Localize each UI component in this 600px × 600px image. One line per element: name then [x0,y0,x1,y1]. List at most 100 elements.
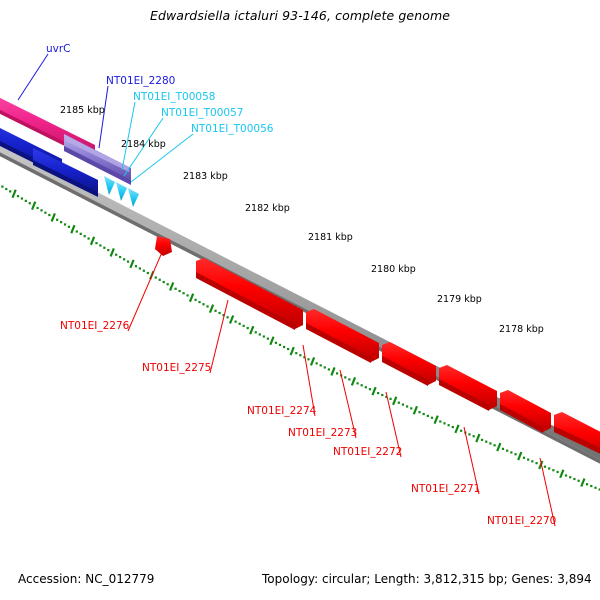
gene-nt01ei-2280[interactable] [64,134,131,185]
ruler-minor-tick [222,314,225,317]
ruler-major-tick [330,367,336,376]
ruler-minor-tick [126,260,130,263]
ruler-major-tick [454,424,460,434]
feature-label-nt01ei_2280[interactable]: NT01EI_2280 [106,75,176,87]
ruler-minor-tick [418,411,421,414]
ruler-minor-tick [397,401,400,404]
ruler-minor-tick [577,479,580,482]
ruler-minor-tick [234,320,237,323]
ruler-major-tick [11,189,17,199]
ruler-minor-tick [266,337,269,340]
ruler-minor-tick [564,474,568,477]
ruler-major-tick [109,248,115,257]
ruler-minor-tick [385,395,388,399]
ruler-tick-label: 2185 kbp [60,105,105,116]
ruler-minor-tick [287,347,290,351]
ruler-minor-tick [319,364,322,367]
ruler-major-tick [50,213,56,222]
leader-line [339,369,357,439]
ruler-minor-tick [447,424,450,427]
ruler-minor-tick [246,326,249,330]
ruler-minor-tick [178,289,181,293]
gene-nt01ei-2276 [155,236,172,256]
ruler-minor-tick [535,462,538,465]
ruler-minor-tick [95,242,98,245]
ruler-minor-tick [214,309,217,312]
ruler-major-tick [70,224,76,234]
ruler-major-tick [89,236,96,246]
gene-blue-right[interactable] [33,148,98,197]
feature-label-nt01ei_2270[interactable]: NT01EI_2270 [487,515,557,527]
feature-label-nt01ei_2271[interactable]: NT01EI_2271 [411,483,481,495]
ruler-major-tick [31,201,37,211]
ruler-minor-tick [472,435,475,438]
ruler-minor-tick [107,249,110,252]
ruler-minor-tick [401,403,405,406]
ruler-minor-tick [142,269,145,272]
ruler-minor-tick [202,303,205,306]
ruler-major-tick [517,451,523,461]
feature-label-nt01ei_t00057[interactable]: NT01EI_T00057 [161,107,244,119]
ruler-minor-tick [430,416,434,419]
ruler-minor-tick [531,460,534,463]
feature-label-nt01ei_2272[interactable]: NT01EI_2272 [333,446,403,458]
gene-nt01ei-2271 [500,390,551,432]
ruler-minor-tick [299,354,302,357]
ruler-minor-tick [381,393,384,397]
ruler-minor-tick [335,372,339,375]
ruler-minor-tick [501,447,505,450]
feature-label-uvrc[interactable]: uvrC [46,43,71,55]
feature-label-nt01ei_t00058[interactable]: NT01EI_T00058 [133,91,216,103]
ruler-minor-tick [67,225,71,228]
ruler-minor-tick [443,422,446,425]
ruler-minor-tick [226,316,229,319]
ruler-minor-tick [439,420,442,423]
ruler-minor-tick [451,425,454,429]
ruler-minor-tick [75,230,78,233]
ruler-minor-tick [36,206,39,210]
ruler-minor-tick [194,298,197,301]
feature-label-nt01ei_2274[interactable]: NT01EI_2274 [247,405,317,417]
ruler-major-tick [350,376,357,386]
ruler-minor-tick [303,356,306,359]
ruler-major-tick [433,415,439,425]
page-title: Edwardsiella ictaluri 93-146, complete g… [149,8,451,23]
ruler-minor-tick [119,255,122,259]
ruler-minor-tick [1,185,4,188]
ruler-tick-arc [1,185,600,491]
ruler-minor-tick [56,218,59,221]
ruler-tick-label: 2178 kbp [499,324,544,335]
ruler-minor-tick [422,412,425,416]
leader-line [302,344,316,417]
ruler-minor-tick [364,386,367,389]
feature-label-nt01ei_2273[interactable]: NT01EI_2273 [288,427,358,439]
ruler-minor-tick [594,486,597,489]
ruler-minor-tick [206,305,209,308]
ruler-minor-tick [468,433,471,436]
ruler-tick-label: 2182 kbp [245,203,290,214]
ruler-minor-tick [44,211,47,214]
ruler-minor-tick [79,232,82,235]
ruler-minor-tick [262,335,265,338]
ruler-minor-tick [360,384,363,387]
genome-stats-text: Topology: circular; Length: 3,812,315 bp… [262,572,592,586]
red-gene-chain[interactable] [155,236,600,463]
leader-line [209,299,229,374]
trna-arrow-2 [116,182,127,201]
feature-label-nt01ei_2276[interactable]: NT01EI_2276 [60,320,130,332]
ruler-minor-tick [489,442,492,445]
ruler-minor-tick [569,476,572,479]
ruler-minor-tick [506,449,509,452]
feature-label-nt01ei_2275[interactable]: NT01EI_2275 [142,362,212,374]
trna-features[interactable] [104,176,139,207]
ruler-tick-label: 2179 kbp [437,294,482,305]
ruler-major-tick [269,336,275,346]
leader-line [539,457,556,527]
ruler-minor-tick [543,465,547,468]
ruler-minor-tick [274,341,278,344]
leader-line [127,249,164,332]
ruler-tick-label: 2180 kbp [371,264,416,275]
feature-label-nt01ei_t00056[interactable]: NT01EI_T00056 [191,123,274,135]
